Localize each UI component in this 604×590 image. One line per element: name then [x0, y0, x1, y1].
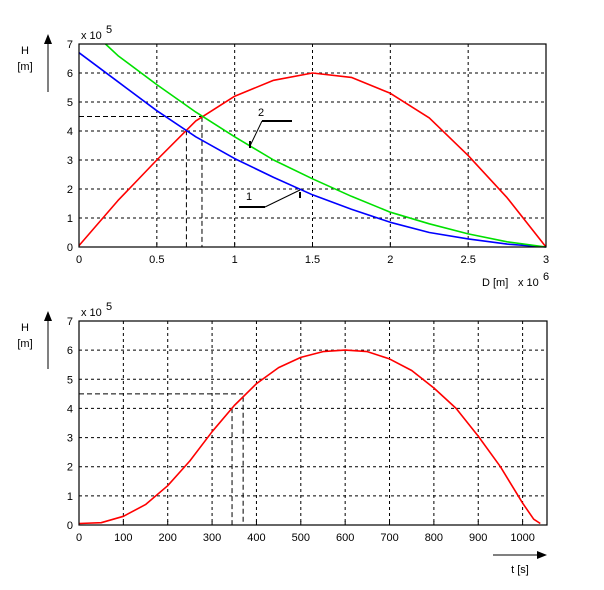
- annotation-label-2: 2: [258, 107, 264, 119]
- y-label-line2: [m]: [17, 338, 32, 350]
- y-axis-arrow-head-icon: [44, 34, 52, 44]
- y-exponent: 5: [106, 301, 112, 313]
- x-tick-label: 2: [387, 254, 393, 266]
- axes-box: [78, 43, 547, 248]
- y-tick-label: 4: [67, 403, 73, 415]
- y-tick-label: 5: [67, 374, 73, 386]
- x-label: t [s]: [511, 564, 529, 576]
- x-exponent: 6: [543, 271, 549, 283]
- x-tick-label: 300: [203, 532, 221, 544]
- x-tick-label: 100: [114, 532, 132, 544]
- y-label-line2: [m]: [17, 61, 32, 73]
- y-tick-label: 2: [67, 184, 73, 196]
- x-tick-label: 200: [159, 532, 177, 544]
- x-tick-label: 400: [247, 532, 265, 544]
- y-tick-label: 7: [67, 39, 73, 51]
- subplot-2: 0 100 200 300 400 500 600 700 800 900 1000 0 1 2 3 4 5 6 7…: [17, 301, 548, 576]
- x-tick-label: 2.5: [461, 254, 476, 266]
- y-tick-label: 3: [67, 433, 73, 445]
- annotation-label-1: 1: [246, 191, 252, 203]
- series-line-trajectory: [78, 72, 547, 248]
- y-tick-label: 3: [67, 155, 73, 167]
- y-tick-label: 6: [67, 345, 73, 357]
- x-tick-label: 900: [469, 532, 487, 544]
- y-tick-label: 6: [67, 68, 73, 80]
- y-tick-label: 5: [67, 97, 73, 109]
- x-tick-label: 700: [380, 532, 398, 544]
- x-tick-label: 0.5: [149, 254, 164, 266]
- y-tick-label: 1: [67, 213, 73, 225]
- x-tick-label: 500: [292, 532, 310, 544]
- series-line-H(t): [78, 349, 541, 525]
- y-label-line1: H: [21, 322, 29, 334]
- y-label-line1: H: [21, 45, 29, 57]
- x-tick-label: 3: [543, 254, 549, 266]
- series-line-1: [78, 52, 547, 248]
- x-axis-arrow-head-icon: [537, 551, 547, 559]
- y-tick-label: 0: [67, 242, 73, 254]
- x-tick-label: 600: [336, 532, 354, 544]
- series-line-2: [104, 43, 547, 248]
- x-tick-label: 1000: [510, 532, 534, 544]
- x-label: D [m]: [482, 277, 508, 289]
- y-tick-label: 7: [67, 316, 73, 328]
- x-tick-label: 800: [425, 532, 443, 544]
- subplot-1: 0 0.5 1 1.5 2 2.5 3 0 1 2 3 4 5 6 7 x 10 5 H [m] D [m] x 10 6…: [17, 24, 549, 289]
- y-tick-label: 4: [67, 126, 73, 138]
- y-exponent: 5: [106, 24, 112, 36]
- x-tick-label: 1.5: [305, 254, 320, 266]
- y-axis-arrow-head-icon: [44, 311, 52, 321]
- annotation-leader-1: [264, 189, 301, 208]
- y-tick-label: 0: [67, 520, 73, 532]
- y-multiplier: x 10: [81, 30, 102, 42]
- x-tick-label: 0: [76, 532, 82, 544]
- axes-box: [78, 320, 548, 526]
- x-multiplier: x 10: [518, 277, 539, 289]
- annotation-leader-2: [249, 120, 263, 147]
- y-tick-label: 1: [67, 491, 73, 503]
- x-tick-label: 0: [76, 254, 82, 266]
- x-tick-label: 1: [232, 254, 238, 266]
- y-multiplier: x 10: [81, 307, 102, 319]
- y-tick-label: 2: [67, 462, 73, 474]
